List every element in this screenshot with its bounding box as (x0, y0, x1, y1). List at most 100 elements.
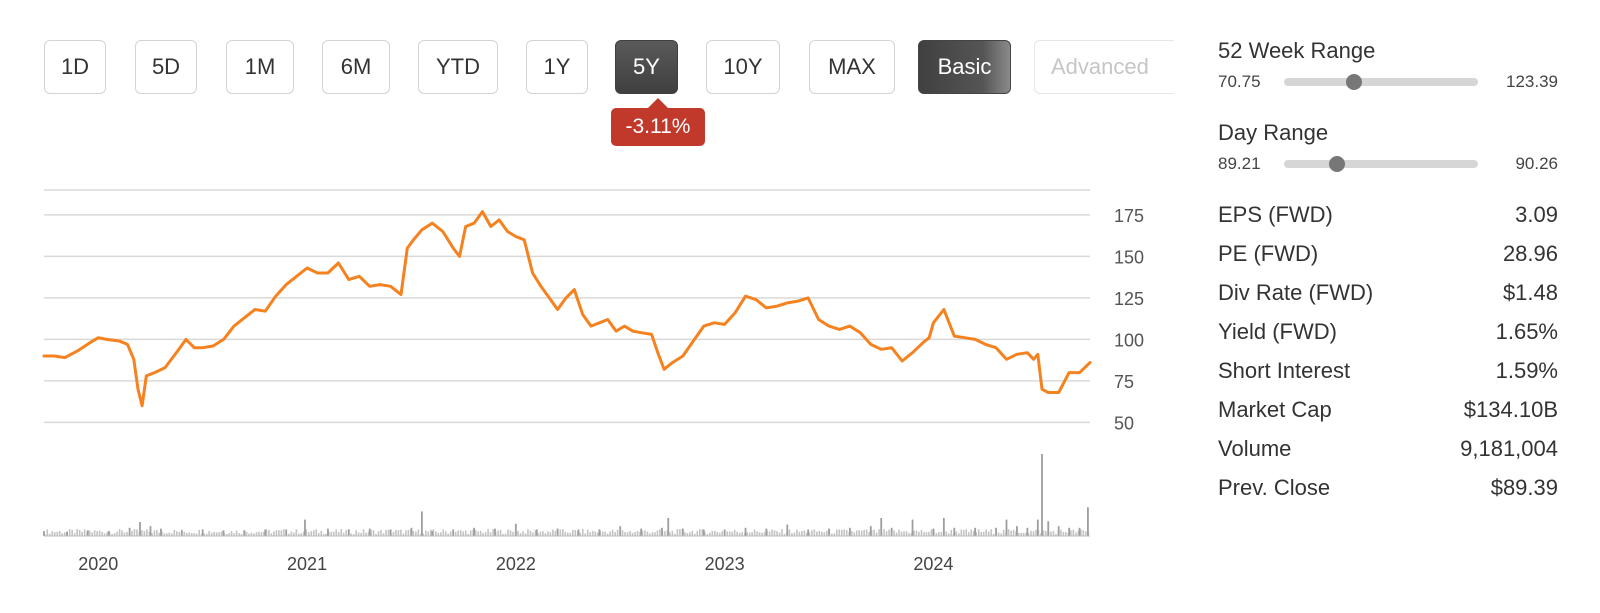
range-button-5d[interactable]: 5D (135, 40, 197, 94)
volume-bar (499, 529, 502, 536)
volume-bar (698, 529, 701, 536)
volume-bar (813, 529, 816, 536)
volume-bar (149, 526, 152, 536)
volume-bar (977, 529, 980, 536)
volume-bar (962, 530, 965, 536)
volume-bar (888, 529, 890, 536)
volume-bar (230, 531, 233, 536)
volume-bar (81, 531, 83, 536)
x-tick-label: 2024 (913, 554, 953, 574)
volume-bar (821, 531, 823, 536)
volume-bar (312, 530, 315, 536)
volume-bar (387, 529, 390, 536)
volume-bar (1057, 526, 1060, 536)
volume-bar (372, 530, 375, 536)
volume-bar (676, 529, 679, 536)
volume-bar (1045, 531, 1047, 536)
volume-bar (985, 529, 987, 536)
stat-label: Yield (FWD) (1218, 319, 1337, 344)
week52-range-track (1284, 74, 1478, 90)
range-button-ytd[interactable]: YTD (418, 40, 498, 94)
volume-bar (869, 526, 872, 536)
volume-bar (1035, 529, 1037, 536)
volume-bar (1047, 521, 1050, 536)
volume-bar (86, 530, 89, 536)
volume-bar (1016, 526, 1018, 536)
volume-bar (273, 531, 275, 536)
y-tick-label: 75 (1114, 372, 1134, 392)
stat-label: Volume (1218, 436, 1292, 461)
basic-mode-button[interactable]: Basic (918, 40, 1011, 94)
volume-bar (484, 532, 487, 536)
volume-bar (365, 532, 367, 536)
volume-bar (442, 529, 445, 536)
range-button-6m[interactable]: 6M (322, 40, 390, 94)
volume-bar (898, 529, 900, 536)
volume-bar (629, 530, 631, 536)
volume-bar (701, 529, 704, 536)
volume-bar (430, 529, 432, 536)
volume-bar (405, 530, 407, 536)
range-button-1m[interactable]: 1M (226, 40, 294, 94)
volume-bar (955, 531, 958, 536)
volume-bar (667, 517, 670, 536)
range-button-1y[interactable]: 1Y (526, 40, 588, 94)
volume-bar (671, 530, 674, 536)
stat-value: 3.09 (1515, 202, 1558, 227)
volume-bar (444, 531, 447, 536)
volume-bar (965, 529, 968, 536)
volume-bar (320, 530, 323, 536)
volume-bar (751, 532, 753, 536)
volume-bar (288, 533, 290, 536)
volume-bar (535, 529, 538, 536)
volume-bar (352, 533, 355, 536)
stat-value: $1.48 (1502, 280, 1558, 305)
volume-bar (264, 529, 267, 536)
volume-bar (1017, 532, 1020, 536)
volume-bar (845, 530, 848, 536)
volume-bar (654, 532, 656, 536)
volume-bar (880, 517, 883, 536)
volume-bar (895, 532, 898, 536)
volume-bar (728, 531, 731, 536)
range-button-10y[interactable]: 10Y (706, 40, 780, 94)
volume-bar (139, 522, 141, 536)
volume-bar (195, 533, 198, 536)
volume-bar (925, 532, 928, 536)
volume-bar (233, 533, 235, 536)
volume-bar (355, 530, 357, 536)
volume-bar (412, 530, 415, 536)
volume-bar (509, 530, 512, 536)
range-button-max[interactable]: MAX (809, 40, 895, 94)
y-tick-label: 125 (1114, 289, 1144, 309)
range-button-1d[interactable]: 1D (44, 40, 106, 94)
volume-bar (589, 532, 592, 536)
volume-bar (298, 533, 300, 536)
volume-bar (310, 531, 313, 536)
volume-bar (439, 532, 442, 536)
volume-bar (626, 532, 629, 536)
volume-bar (151, 532, 153, 536)
volume-bar (225, 533, 228, 536)
range-button-5y[interactable]: 5Y (615, 40, 678, 94)
volume-bar (283, 529, 285, 536)
volume-bar (322, 533, 325, 536)
stat-label: Prev. Close (1218, 475, 1331, 500)
volume-bar (651, 532, 654, 536)
volume-bar (706, 533, 709, 536)
volume-bar (875, 532, 878, 536)
volume-bar (368, 528, 371, 536)
volume-bar (51, 531, 54, 536)
volume-bar (185, 532, 188, 536)
volume-bar (454, 531, 457, 536)
volume-bar (639, 532, 641, 536)
advanced-mode-button[interactable]: Advanced (1034, 40, 1174, 94)
volume-bar (235, 530, 238, 536)
volume-bar (203, 533, 205, 536)
volume-bar (686, 533, 689, 536)
volume-bar (753, 529, 756, 536)
y-tick-label: 175 (1114, 206, 1144, 226)
volume-bar (76, 529, 78, 536)
volume-bar (674, 533, 676, 536)
volume-bar (721, 531, 724, 536)
